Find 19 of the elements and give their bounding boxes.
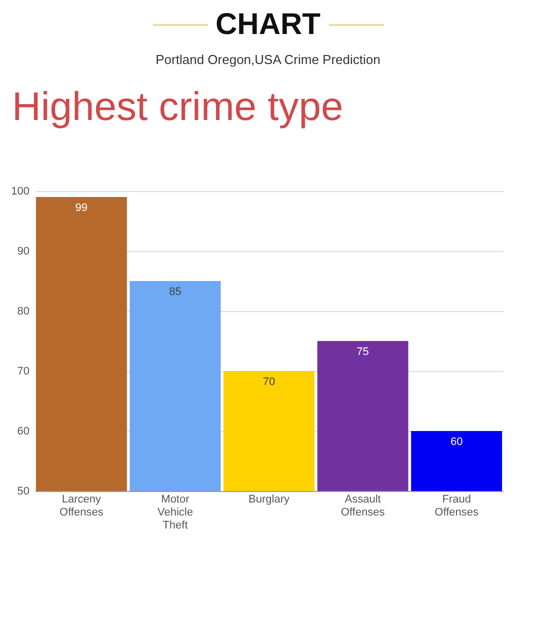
y-tick-label: 70 [17, 366, 30, 378]
chart-title: CHART [216, 8, 320, 42]
y-tick-label: 100 [11, 186, 30, 198]
y-tick-label: 60 [17, 426, 30, 438]
data-label: 99 [75, 202, 88, 214]
y-tick-label: 90 [17, 246, 30, 258]
y-tick-label: 80 [17, 306, 30, 318]
x-tick-label: Fraud Offenses [434, 494, 479, 518]
x-tick-label: Burglary [248, 494, 290, 506]
chart-subtitle: Portland Oregon,USA Crime Prediction [154, 52, 382, 67]
data-label: 70 [262, 376, 276, 388]
data-label: 75 [356, 346, 369, 358]
data-label: 85 [169, 286, 182, 298]
text: Highest crime type [11, 85, 344, 130]
y-tick-label: 50 [17, 486, 30, 498]
data-label: 60 [450, 436, 463, 448]
x-tick-label: Assault Offenses [340, 494, 386, 518]
x-tick-label: Motor Vehicle Theft [157, 494, 193, 532]
x-tick-label: Larceny Offenses [60, 494, 104, 518]
